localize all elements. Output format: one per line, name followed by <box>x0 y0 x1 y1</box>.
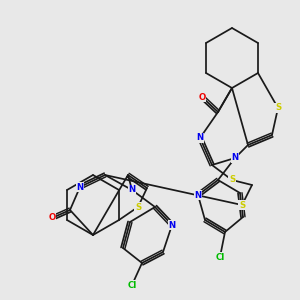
Text: S: S <box>135 202 141 211</box>
Text: N: N <box>231 154 239 163</box>
Text: N: N <box>196 134 204 142</box>
Text: N: N <box>168 220 175 230</box>
Text: N: N <box>76 182 84 191</box>
Text: S: S <box>275 103 281 112</box>
Text: Cl: Cl <box>215 253 225 262</box>
Text: O: O <box>198 92 206 101</box>
Text: O: O <box>48 214 56 223</box>
Text: Cl: Cl <box>128 280 136 290</box>
Text: S: S <box>239 200 245 209</box>
Text: S: S <box>229 176 235 184</box>
Text: N: N <box>128 185 136 194</box>
Text: N: N <box>194 190 202 200</box>
